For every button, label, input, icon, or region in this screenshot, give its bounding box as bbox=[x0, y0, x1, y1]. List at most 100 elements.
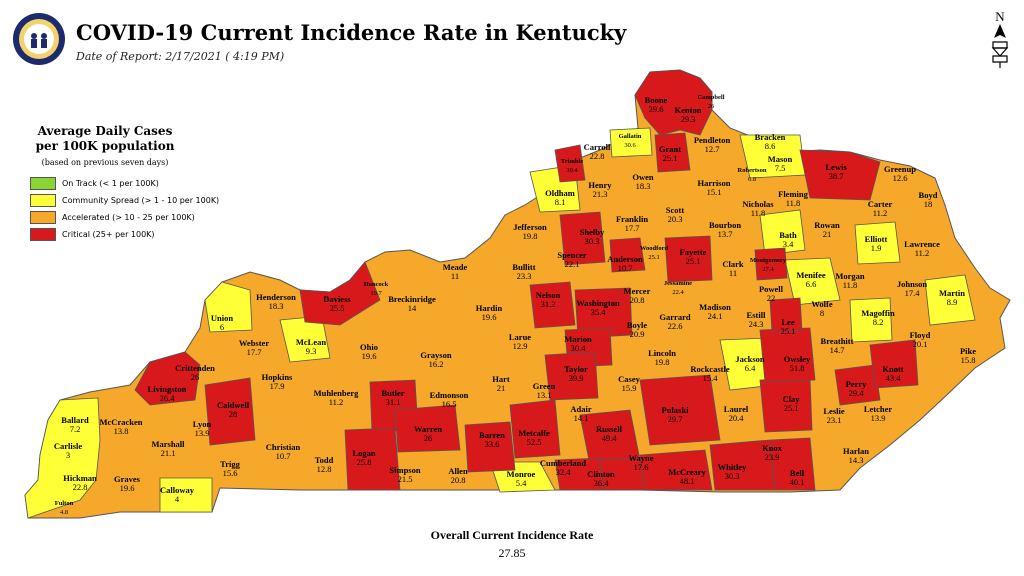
legend-swatch bbox=[30, 177, 56, 190]
county-label-robertson: Robertson bbox=[738, 167, 767, 174]
county-label-graves: Graves bbox=[114, 474, 141, 484]
county-label-henderson: Henderson bbox=[256, 292, 296, 302]
county-value-green: 13.1 bbox=[537, 390, 552, 400]
legend-item-accelerated: Accelerated (> 10 - 25 per 100K) bbox=[30, 211, 230, 224]
county-value-nelson: 31.2 bbox=[541, 299, 556, 309]
county-label-harlan: Harlan bbox=[843, 446, 869, 456]
county-value-lyon: 13.9 bbox=[195, 428, 210, 438]
county-value-rockcastle: 15.4 bbox=[703, 373, 719, 383]
county-label-simpson: Simpson bbox=[389, 465, 420, 475]
county-label-carter: Carter bbox=[868, 199, 893, 209]
county-label-kenton: Kenton bbox=[675, 105, 702, 115]
county-label-daviess: Daviess bbox=[323, 294, 351, 304]
county-value-robertson: 6.8 bbox=[748, 176, 756, 183]
county-value-knott: 43.4 bbox=[886, 373, 902, 383]
county-label-henry: Henry bbox=[588, 180, 612, 190]
county-value-clinton: 36.4 bbox=[594, 478, 610, 488]
county-label-bell: Bell bbox=[790, 468, 805, 478]
legend-label: On Track (< 1 per 100K) bbox=[62, 179, 159, 188]
county-value-franklin: 17.7 bbox=[625, 223, 640, 233]
county-label-hopkins: Hopkins bbox=[262, 372, 293, 382]
county-label-boone: Boone bbox=[645, 95, 668, 105]
county-label-ballard: Ballard bbox=[61, 415, 89, 425]
county-value-boyd: 18 bbox=[924, 199, 933, 209]
county-label-elliott: Elliott bbox=[865, 234, 888, 244]
county-value-shelby: 30.3 bbox=[585, 236, 600, 246]
county-label-knox: Knox bbox=[762, 443, 783, 453]
county-value-boyle: 20.9 bbox=[630, 329, 645, 339]
legend-item-critical: Critical (25+ per 100K) bbox=[30, 228, 230, 241]
county-label-crittenden: Crittenden bbox=[175, 363, 215, 373]
county-label-carlisle: Carlisle bbox=[54, 441, 83, 451]
county-value-bath: 3.4 bbox=[783, 239, 794, 249]
county-label-oldham: Oldham bbox=[545, 188, 575, 198]
county-value-larue: 12.9 bbox=[513, 341, 528, 351]
county-label-mccracken: McCracken bbox=[100, 417, 143, 427]
county-value-hancock: 19.7 bbox=[370, 290, 382, 297]
county-value-nicholas: 11.8 bbox=[751, 208, 766, 218]
county-label-woodford: Woodford bbox=[640, 245, 669, 252]
county-label-fulton: Fulton bbox=[55, 500, 74, 507]
county-label-boyle: Boyle bbox=[627, 320, 648, 330]
legend-note: (based on previous seven days) bbox=[41, 158, 169, 167]
legend-item-on-track: On Track (< 1 per 100K) bbox=[30, 177, 230, 190]
county-label-floyd: Floyd bbox=[910, 330, 931, 340]
county-label-knott: Knott bbox=[882, 364, 903, 374]
county-label-martin: Martin bbox=[939, 288, 965, 298]
county-value-clark: 11 bbox=[729, 268, 737, 278]
county-value-jessamine: 22.4 bbox=[672, 289, 684, 296]
county-value-mason: 7.5 bbox=[775, 163, 786, 173]
county-label-mccreary: McCreary bbox=[668, 467, 706, 477]
county-value-carlisle: 3 bbox=[66, 450, 70, 460]
county-value-butler: 31.1 bbox=[386, 397, 401, 407]
legend-swatch bbox=[30, 211, 56, 224]
county-label-lawrence: Lawrence bbox=[904, 239, 940, 249]
county-label-caldwell: Caldwell bbox=[217, 400, 250, 410]
county-value-johnson: 17.4 bbox=[905, 288, 921, 298]
county-label-letcher: Letcher bbox=[864, 404, 893, 414]
county-label-menifee: Menifee bbox=[796, 270, 825, 280]
county-label-allen: Allen bbox=[448, 466, 468, 476]
critical-counties bbox=[134, 69, 919, 491]
county-label-shelby: Shelby bbox=[580, 227, 605, 237]
county-value-bell: 40.1 bbox=[790, 477, 805, 487]
county-label-laurel: Laurel bbox=[724, 404, 749, 414]
county-value-whitley: 30.3 bbox=[725, 471, 740, 481]
county-value-casey: 15.9 bbox=[622, 383, 637, 393]
county-label-logan: Logan bbox=[352, 448, 375, 458]
county-label-ohio: Ohio bbox=[360, 342, 378, 352]
county-label-perry: Perry bbox=[846, 379, 868, 389]
county-label-lincoln: Lincoln bbox=[648, 348, 676, 358]
county-label-hardin: Hardin bbox=[476, 303, 503, 313]
county-label-greenup: Greenup bbox=[884, 164, 916, 174]
county-value-fayette: 25.1 bbox=[686, 256, 701, 266]
county-value-mccreary: 48.1 bbox=[680, 476, 695, 486]
county-value-wayne: 17.6 bbox=[634, 462, 649, 472]
county-value-oldham: 8.1 bbox=[555, 197, 566, 207]
county-value-adair: 14.1 bbox=[574, 413, 589, 423]
county-label-lyon: Lyon bbox=[193, 419, 212, 429]
legend-label: Critical (25+ per 100K) bbox=[62, 230, 155, 239]
county-label-larue: Larue bbox=[509, 332, 531, 342]
county-label-hancock: Hancock bbox=[364, 281, 389, 288]
county-label-muhlenberg: Muhlenberg bbox=[314, 388, 360, 398]
county-value-webster: 17.7 bbox=[247, 347, 262, 357]
county-value-monroe: 5.4 bbox=[516, 478, 527, 488]
county-value-campbell: 26 bbox=[708, 103, 715, 110]
county-value-powell: 22 bbox=[767, 293, 776, 303]
county-value-taylor: 39.9 bbox=[569, 373, 584, 383]
county-label-breathitt: Breathitt bbox=[821, 336, 854, 346]
county-label-jessamine: Jessamine bbox=[664, 280, 692, 287]
county-label-magoffin: Magoffin bbox=[861, 308, 895, 318]
county-value-bourbon: 13.7 bbox=[718, 229, 733, 239]
county-label-powell: Powell bbox=[759, 284, 784, 294]
legend-label: Community Spread (> 1 - 10 per 100K) bbox=[62, 196, 220, 205]
county-value-letcher: 13.9 bbox=[871, 413, 886, 423]
county-label-pulaski: Pulaski bbox=[662, 405, 690, 415]
county-label-leslie: Leslie bbox=[823, 406, 844, 416]
county-label-franklin: Franklin bbox=[616, 214, 648, 224]
county-label-taylor: Taylor bbox=[564, 364, 588, 374]
county-label-jackson: Jackson bbox=[735, 354, 765, 364]
county-value-greenup: 12.6 bbox=[893, 173, 908, 183]
county-value-breathitt: 14.7 bbox=[830, 345, 845, 355]
